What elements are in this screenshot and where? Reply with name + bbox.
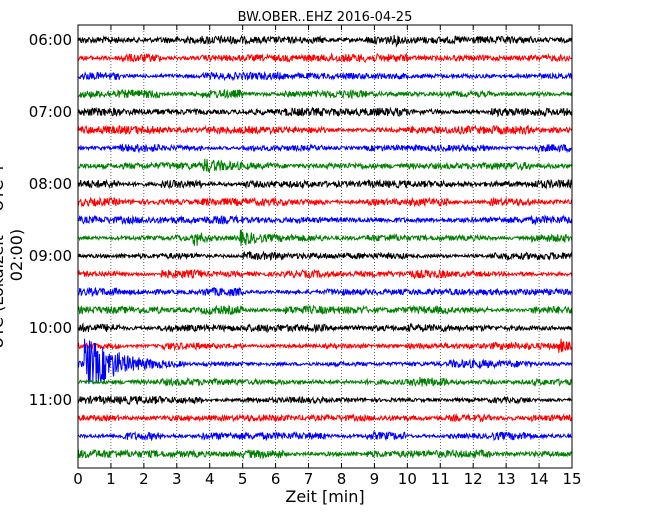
chart-title: BW.OBER..EHZ 2016-04-25 [237, 10, 413, 25]
x-tick-label: 11 [431, 470, 450, 488]
trace-06:45 [78, 88, 572, 100]
x-tick-label: 6 [271, 470, 281, 488]
y-tick-label: 09:00 [29, 247, 72, 265]
trace-07:30 [78, 143, 572, 154]
x-tick-label: 9 [370, 470, 380, 488]
y-tick-label: 07:00 [29, 103, 72, 121]
x-axis-label: Zeit [min] [285, 487, 365, 506]
x-tick-label: 7 [304, 470, 314, 488]
plot-frame [77, 24, 573, 469]
trace-11:30 [78, 430, 572, 442]
x-tick-label: 5 [238, 470, 248, 488]
x-tick-label: 2 [139, 470, 149, 488]
x-tick-label: 1 [106, 470, 116, 488]
trace-06:00 [78, 34, 572, 48]
trace-10:30 [78, 338, 572, 384]
trace-09:45 [78, 304, 572, 316]
trace-07:00 [78, 106, 572, 118]
trace-07:15 [78, 124, 572, 136]
trace-09:00 [78, 250, 572, 262]
y-tick-label: 06:00 [29, 31, 72, 49]
trace-07:45 [78, 158, 572, 173]
trace-08:30 [78, 214, 572, 226]
y-axis-label: UTC (Lokalzeit = UTC + 02:00) [0, 161, 26, 349]
x-tick-label: 12 [464, 470, 483, 488]
trace-06:30 [78, 70, 572, 82]
trace-09:15 [78, 268, 572, 280]
y-tick-label: 10:00 [29, 319, 72, 337]
trace-11:15 [78, 412, 572, 423]
x-tick-label: 14 [530, 470, 549, 488]
trace-10:15 [78, 338, 572, 353]
trace-06:15 [78, 52, 572, 64]
x-tick-label: 4 [205, 470, 215, 488]
y-tick-label: 11:00 [29, 391, 72, 409]
x-tick-label: 13 [497, 470, 516, 488]
trace-08:15 [78, 196, 572, 208]
trace-09:30 [78, 286, 572, 298]
trace-08:45 [78, 229, 572, 247]
trace-11:00 [78, 394, 572, 406]
x-tick-label: 3 [172, 470, 182, 488]
x-tick-label: 8 [337, 470, 347, 488]
y-tick-label: 08:00 [29, 175, 72, 193]
trace-08:00 [78, 178, 572, 190]
x-tick-label: 0 [73, 470, 83, 488]
trace-11:45 [78, 448, 572, 460]
trace-10:45 [78, 376, 572, 387]
x-tick-label: 15 [562, 470, 581, 488]
x-tick-label: 10 [398, 470, 417, 488]
trace-10:00 [78, 322, 572, 334]
